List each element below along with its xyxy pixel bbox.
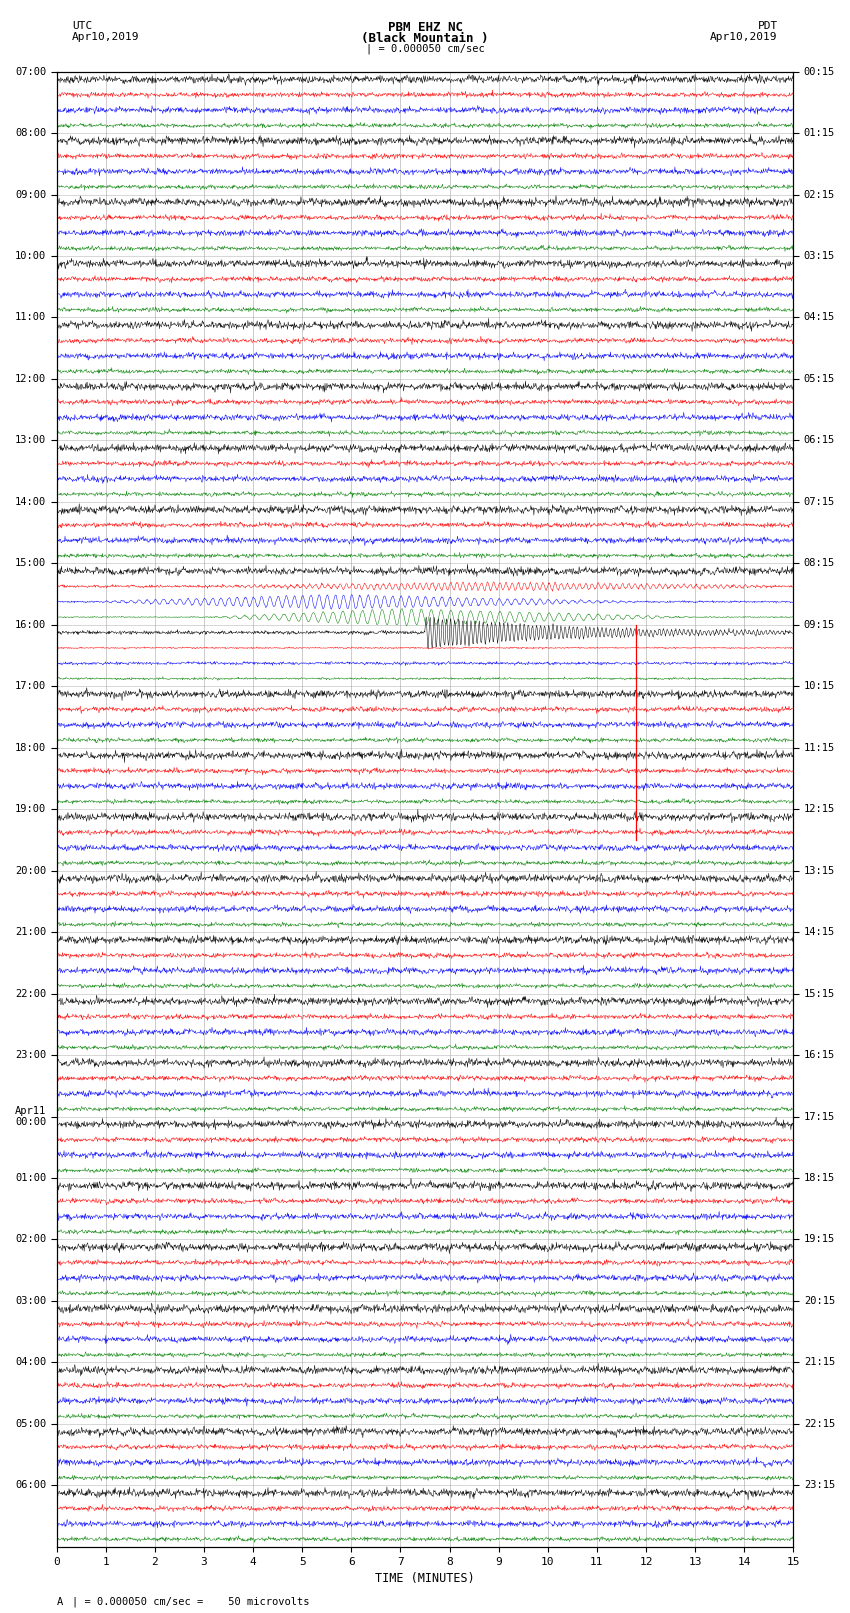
Text: Apr10,2019: Apr10,2019 — [72, 32, 139, 42]
Text: | = 0.000050 cm/sec =    50 microvolts: | = 0.000050 cm/sec = 50 microvolts — [72, 1595, 309, 1607]
X-axis label: TIME (MINUTES): TIME (MINUTES) — [375, 1573, 475, 1586]
Text: PDT: PDT — [757, 21, 778, 31]
Text: Apr10,2019: Apr10,2019 — [711, 32, 778, 42]
Text: A: A — [57, 1597, 63, 1607]
Text: | = 0.000050 cm/sec: | = 0.000050 cm/sec — [366, 44, 484, 55]
Text: (Black Mountain ): (Black Mountain ) — [361, 32, 489, 45]
Text: UTC: UTC — [72, 21, 93, 31]
Text: PBM EHZ NC: PBM EHZ NC — [388, 21, 462, 34]
